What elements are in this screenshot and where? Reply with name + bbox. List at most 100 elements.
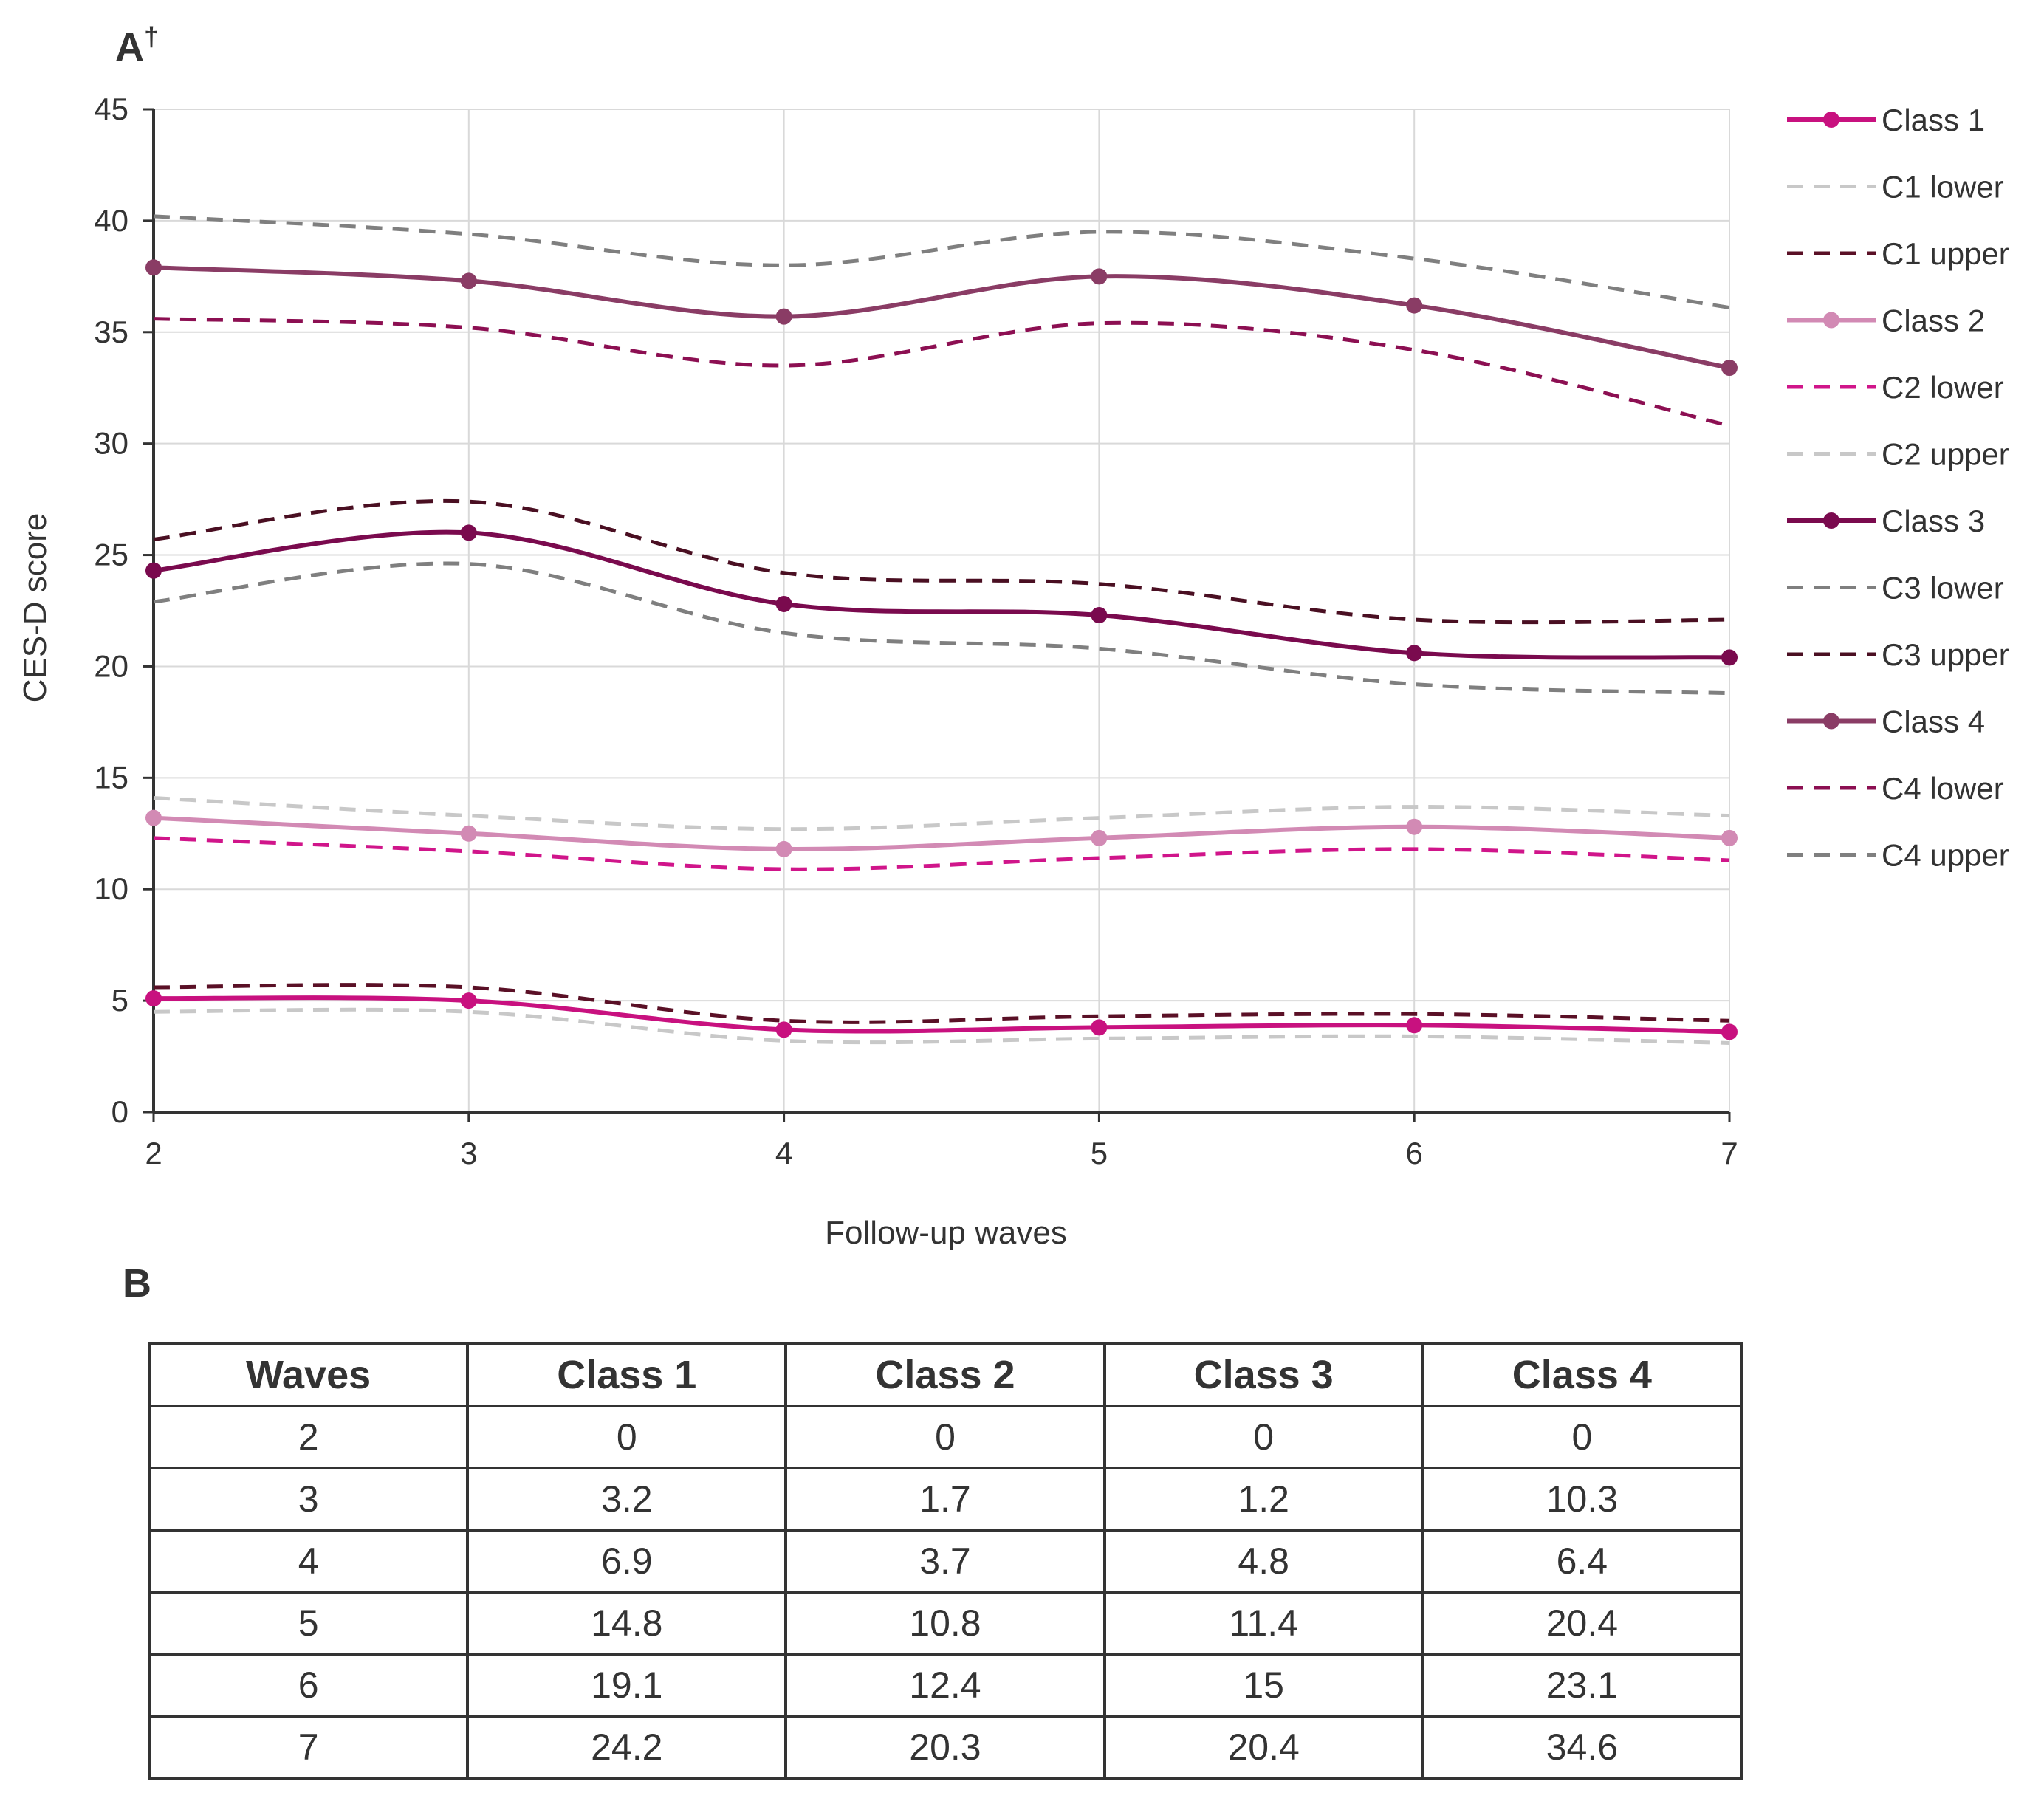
table-cell: 2 xyxy=(147,1405,470,1469)
legend-label-c2-upper: C2 upper xyxy=(1882,437,2009,472)
y-tick-label: 10 xyxy=(94,871,128,906)
table-cell: 0 xyxy=(1102,1405,1424,1469)
data-point-class-4 xyxy=(145,259,162,276)
y-tick-label: 5 xyxy=(112,983,128,1018)
series-line-c4-lower xyxy=(153,317,1730,428)
x-tick-label: 6 xyxy=(1406,1136,1423,1170)
table-cell: 1.7 xyxy=(784,1467,1106,1532)
y-tick-label: 30 xyxy=(94,426,128,461)
table-cell: 1.2 xyxy=(1102,1467,1424,1532)
table-cell: 3.7 xyxy=(784,1529,1106,1594)
data-point-class-2 xyxy=(1406,818,1423,835)
table-cell: 3.2 xyxy=(466,1467,788,1532)
data-point-class-4 xyxy=(1406,297,1423,314)
legend-label-c4-lower: C4 lower xyxy=(1882,771,2004,806)
data-point-class-1 xyxy=(1091,1019,1108,1036)
table-header-cell: Class 4 xyxy=(1421,1342,1743,1407)
legend-marker-class-1 xyxy=(1823,112,1839,128)
data-point-class-4 xyxy=(775,308,792,325)
data-point-class-2 xyxy=(460,825,477,842)
table-cell: 4 xyxy=(147,1529,470,1594)
legend-label-c2-lower: C2 lower xyxy=(1882,370,2004,405)
series-line-c2-lower xyxy=(153,836,1730,871)
data-point-class-4 xyxy=(460,272,477,289)
table-cell: 20.4 xyxy=(1421,1591,1743,1656)
series-lines xyxy=(145,214,1738,1045)
table-cell: 20.3 xyxy=(784,1715,1106,1780)
legend-label-class-4: Class 4 xyxy=(1882,704,1985,739)
data-point-class-1 xyxy=(460,992,477,1009)
table-cell: 34.6 xyxy=(1421,1715,1743,1780)
x-tick-label: 4 xyxy=(775,1136,792,1170)
data-point-class-2 xyxy=(1091,829,1108,846)
data-point-class-1 xyxy=(1406,1017,1423,1034)
y-axis-title: CES-D score xyxy=(17,513,53,703)
data-point-class-3 xyxy=(1721,649,1738,666)
legend-marker-class-2 xyxy=(1823,312,1839,329)
table-cell: 12.4 xyxy=(784,1653,1106,1718)
data-point-class-3 xyxy=(460,524,477,541)
legend-label-c4-upper: C4 upper xyxy=(1882,838,2009,873)
dagger-mark: † xyxy=(144,21,159,52)
x-tick-label: 3 xyxy=(460,1136,477,1170)
table-cell: 5 xyxy=(147,1591,470,1656)
legend-marker-class-3 xyxy=(1823,512,1839,529)
series-line-class-1 xyxy=(153,995,1730,1035)
data-point-class-3 xyxy=(1091,607,1108,624)
table-header-row: Waves Class 1 Class 2 Class 3 Class 4 xyxy=(147,1342,1743,1407)
series-line-c3-upper xyxy=(153,498,1730,625)
table-row: 7 24.2 20.3 20.4 34.6 xyxy=(147,1715,1743,1780)
series-line-class-3 xyxy=(153,529,1730,660)
table-cell: 3 xyxy=(147,1467,470,1532)
y-tick-label: 35 xyxy=(94,315,128,349)
data-point-class-4 xyxy=(1091,268,1108,285)
y-tick-label: 20 xyxy=(94,648,128,683)
table-header-cell: Waves xyxy=(147,1342,470,1407)
data-point-class-3 xyxy=(145,562,162,579)
x-tick-label: 5 xyxy=(1091,1136,1108,1170)
table-cell: 0 xyxy=(1421,1405,1743,1469)
series-line-c1-upper xyxy=(153,983,1730,1024)
table-cell: 11.4 xyxy=(1102,1591,1424,1656)
series-line-c4-upper xyxy=(153,214,1730,310)
x-tick-label: 7 xyxy=(1721,1136,1738,1170)
x-tick-label: 2 xyxy=(145,1136,162,1170)
table-row: 4 6.9 3.7 4.8 6.4 xyxy=(147,1529,1743,1594)
table-cell: 19.1 xyxy=(466,1653,788,1718)
table-cell: 6.4 xyxy=(1421,1529,1743,1594)
y-tick-label: 45 xyxy=(94,92,128,126)
table-cell: 6 xyxy=(147,1653,470,1718)
data-point-class-1 xyxy=(775,1021,792,1038)
table-row: 5 14.8 10.8 11.4 20.4 xyxy=(147,1591,1743,1656)
table-header-cell: Class 1 xyxy=(466,1342,788,1407)
legend-label-c3-upper: C3 upper xyxy=(1882,637,2009,672)
table-cell: 15 xyxy=(1102,1653,1424,1718)
series-line-c2-upper xyxy=(153,795,1730,831)
data-point-class-3 xyxy=(1406,645,1423,662)
data-point-class-3 xyxy=(775,595,792,612)
table-header-cell: Class 2 xyxy=(784,1342,1106,1407)
series-line-class-2 xyxy=(153,815,1730,851)
series-line-c1-lower xyxy=(153,1007,1730,1045)
table-cell: 24.2 xyxy=(466,1715,788,1780)
data-point-class-4 xyxy=(1721,360,1738,377)
legend-label-c1-upper: C1 upper xyxy=(1882,236,2009,271)
y-tick-label: 40 xyxy=(94,203,128,238)
table-cell: 7 xyxy=(147,1715,470,1780)
table-cell: 20.4 xyxy=(1102,1715,1424,1780)
legend: Class 1 C1 lower C1 upper Class 2 C2 lower C2… xyxy=(1787,103,2009,873)
data-point-class-1 xyxy=(1721,1023,1738,1040)
legend-label-c1-lower: C1 lower xyxy=(1882,170,2004,205)
data-point-class-2 xyxy=(1721,829,1738,846)
y-tick-label: 0 xyxy=(112,1094,128,1129)
data-point-class-2 xyxy=(145,809,162,826)
table-row: 6 19.1 12.4 15 23.1 xyxy=(147,1653,1743,1718)
table-body: 2 0 0 0 0 3 3.2 1.7 1.2 10.3 4 6.9 3.7 4.8 6.4 5 14.8 10.… xyxy=(147,1405,1743,1780)
panel-b-label: B xyxy=(123,1261,151,1300)
x-axis-title: Follow-up waves xyxy=(825,1215,1067,1251)
table-cell: 4.8 xyxy=(1102,1529,1424,1594)
